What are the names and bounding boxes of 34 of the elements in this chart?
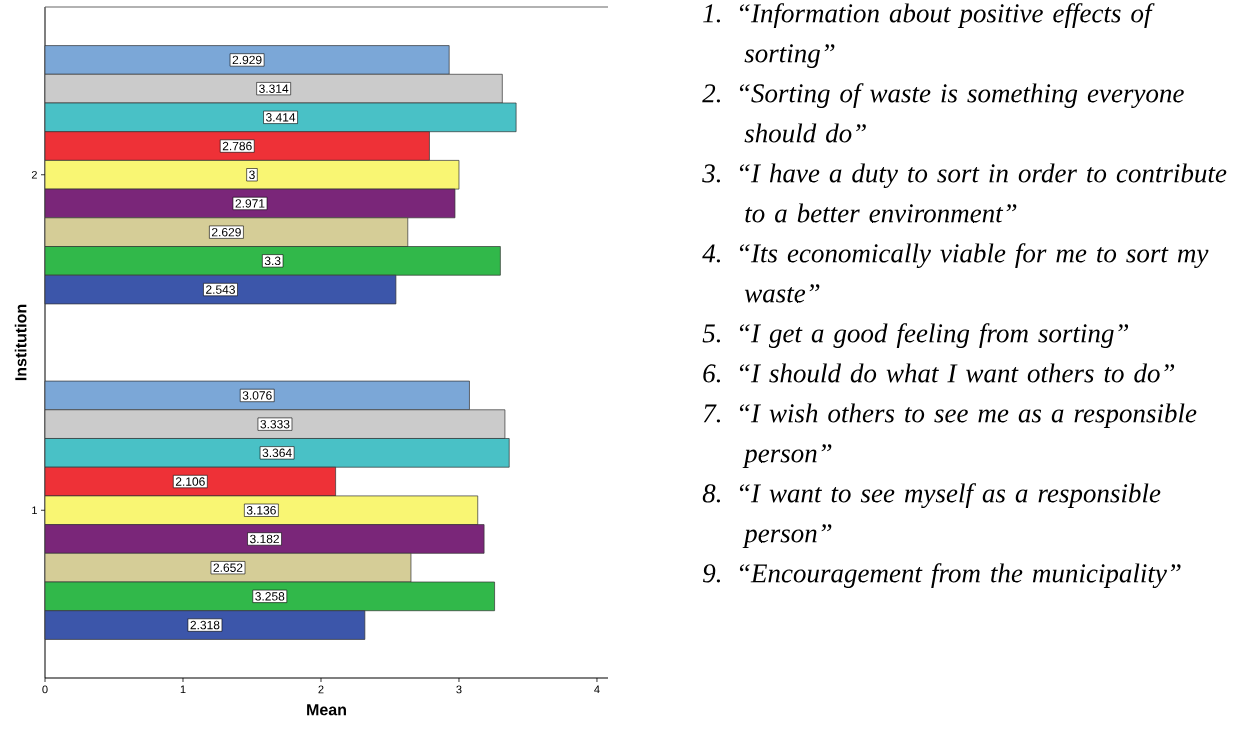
- data-label: 3.414: [265, 113, 296, 122]
- data-label: 3.136: [246, 506, 276, 515]
- x-tick-label: 3: [456, 685, 462, 694]
- text: 8. “I want to see myself as a responsible person”: [702, 483, 1161, 548]
- text: 1. “Information about positive effects of sorting”: [703, 3, 1155, 68]
- text: 6. “I should do what I want others to do”: [703, 363, 1175, 383]
- data-label: 2.652: [213, 563, 243, 572]
- x-tick-label: 1: [180, 685, 186, 694]
- x-tick-label: 4: [594, 685, 600, 694]
- x-tick-label: 2: [318, 685, 324, 694]
- data-label: 2.786: [222, 141, 252, 151]
- text: 5. “I get a good feeling from sorting”: [702, 323, 1129, 348]
- data-label: 2.629: [211, 227, 241, 237]
- text: 3. “I have a duty to sort in order to contribute to a better environment”: [702, 163, 1227, 223]
- data-label: 3.3: [264, 256, 281, 266]
- data-label: 3.076: [242, 391, 272, 400]
- data-label: 3.364: [262, 448, 292, 458]
- data-label: 2.971: [235, 199, 265, 208]
- data-label: 2.106: [175, 477, 205, 486]
- x-axis-title: Mean: [307, 704, 346, 716]
- data-label: 3.182: [249, 534, 279, 544]
- text: 4. “Its economically viable for me to sort my waste”: [702, 243, 1209, 303]
- y-axis-title: Institution: [14, 304, 27, 381]
- text: 9. “Encouragement from the municipality”: [702, 563, 1181, 589]
- data-label: 2.543: [206, 285, 235, 294]
- text: 7. “I wish others to see me as a responsible person”: [703, 403, 1197, 468]
- text: 2. “Sorting of waste is something everyone should do”: [702, 83, 1184, 143]
- data-label: 3: [249, 170, 255, 179]
- data-label: 3.314: [259, 84, 289, 93]
- data-label: 3.333: [260, 419, 290, 429]
- data-label: 2.318: [190, 620, 220, 630]
- data-label: 2.929: [232, 55, 262, 65]
- data-label: 3.258: [255, 592, 285, 601]
- x-tick-label: 0: [42, 685, 48, 694]
